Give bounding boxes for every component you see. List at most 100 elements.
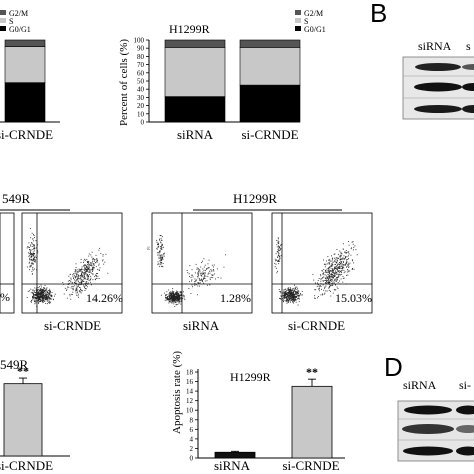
flow-event-dot — [339, 263, 341, 265]
flow-event-dot — [161, 246, 163, 248]
flow-event-dot — [289, 289, 291, 291]
flow-event-dot — [285, 297, 287, 299]
flow-event-dot — [320, 294, 322, 296]
flow-event-dot — [289, 297, 291, 299]
flow-event-dot — [161, 257, 163, 259]
flow-event-dot — [295, 295, 297, 297]
flow-event-dot — [204, 274, 206, 276]
flow-event-dot — [49, 294, 51, 296]
flow-event-dot — [164, 299, 166, 301]
flow-event-dot — [289, 292, 291, 293]
panel-label-d: D — [384, 352, 403, 382]
flow-event-dot — [45, 294, 47, 296]
flow-event-dot — [173, 302, 175, 304]
flow-event-dot — [88, 255, 90, 257]
flow-event-dot — [161, 248, 163, 250]
flow-event-dot — [87, 283, 88, 285]
flow-event-dot — [80, 283, 82, 285]
flow-event-dot — [329, 290, 331, 292]
flow-event-dot — [78, 270, 80, 272]
flow-event-dot — [84, 278, 86, 280]
flow-event-dot — [159, 246, 161, 248]
flow-event-dot — [49, 288, 51, 290]
flow-event-dot — [176, 295, 178, 296]
flow-event-dot — [281, 296, 282, 298]
flow-event-dot — [171, 296, 173, 298]
flow-event-dot — [49, 291, 51, 293]
flow-event-dot — [86, 268, 88, 270]
flow-event-dot — [287, 296, 289, 298]
flow-event-dot — [203, 266, 205, 268]
western-d-band — [402, 424, 454, 434]
flow-event-dot — [177, 293, 179, 295]
flow-event-dot — [342, 243, 344, 245]
flow-event-dot — [81, 280, 82, 282]
flow-event-dot — [277, 238, 279, 240]
flow-event-dot — [37, 290, 39, 292]
flow-event-dot — [206, 268, 207, 270]
flow-event-dot — [161, 247, 163, 249]
flow-event-dot — [210, 276, 212, 278]
flow-event-dot — [328, 286, 330, 288]
flow-event-dot — [78, 284, 80, 286]
flow-event-dot — [201, 281, 203, 283]
flow-event-dot — [67, 286, 69, 288]
flow-event-dot — [76, 279, 78, 281]
flow-event-dot — [179, 295, 181, 297]
western-b-label-si: s — [466, 39, 471, 53]
flow-event-dot — [336, 258, 338, 260]
flow-event-dot — [301, 294, 303, 296]
flow-event-dot — [334, 271, 336, 273]
flow-event-dot — [194, 282, 196, 284]
flow-event-dot — [277, 240, 279, 242]
flow-event-dot — [344, 265, 346, 266]
flow-event-dot — [77, 276, 79, 278]
flow-event-dot — [93, 260, 95, 262]
flow-event-dot — [90, 277, 92, 279]
flow-event-dot — [326, 280, 328, 282]
h1299r-apop-xtick-sicrnde: si-CRNDE — [282, 458, 339, 473]
flow-event-dot — [86, 279, 88, 281]
flow-event-dot — [289, 291, 291, 293]
flow-event-dot — [36, 269, 37, 271]
flow-event-dot — [177, 297, 178, 299]
flow-event-dot — [211, 275, 213, 276]
flow-event-dot — [327, 270, 329, 271]
flow-event-dot — [177, 299, 179, 301]
flow-event-dot — [343, 269, 345, 271]
flow-event-dot — [294, 298, 296, 300]
flow-event-dot — [334, 263, 336, 265]
legend-swatch-s — [0, 18, 6, 23]
flow-event-dot — [36, 253, 38, 255]
flow-event-dot — [159, 241, 161, 243]
flow-event-dot — [33, 253, 35, 255]
flow-event-dot — [32, 257, 34, 259]
flow-event-dot — [198, 269, 200, 271]
flow-event-dot — [176, 293, 178, 295]
flow-event-dot — [83, 276, 85, 278]
flow-event-dot — [340, 278, 342, 280]
h1299r-cc-legend: G2/M S G0/G1 — [295, 9, 326, 34]
flow-event-dot — [36, 305, 38, 307]
flow-event-dot — [183, 295, 185, 297]
flow-event-dot — [317, 280, 319, 281]
flow-event-dot — [47, 297, 49, 299]
flow-event-dot — [84, 275, 86, 277]
flow-event-dot — [290, 301, 292, 303]
flow-event-dot — [81, 268, 83, 270]
flow-event-dot — [166, 297, 168, 299]
flow-event-dot — [346, 260, 348, 262]
flow-event-dot — [288, 290, 289, 292]
flow-event-dot — [290, 293, 292, 295]
flow-event-dot — [208, 270, 210, 272]
flow-event-dot — [178, 298, 180, 300]
flow-event-dot — [336, 262, 338, 264]
flow-event-dot — [278, 242, 280, 244]
flow-event-dot — [288, 299, 290, 301]
flow-event-dot — [336, 272, 338, 274]
flow-event-dot — [46, 297, 48, 299]
flow-event-dot — [83, 273, 85, 275]
flow-event-dot — [194, 278, 196, 280]
flow-event-dot — [167, 297, 169, 299]
flow-event-dot — [276, 259, 278, 261]
